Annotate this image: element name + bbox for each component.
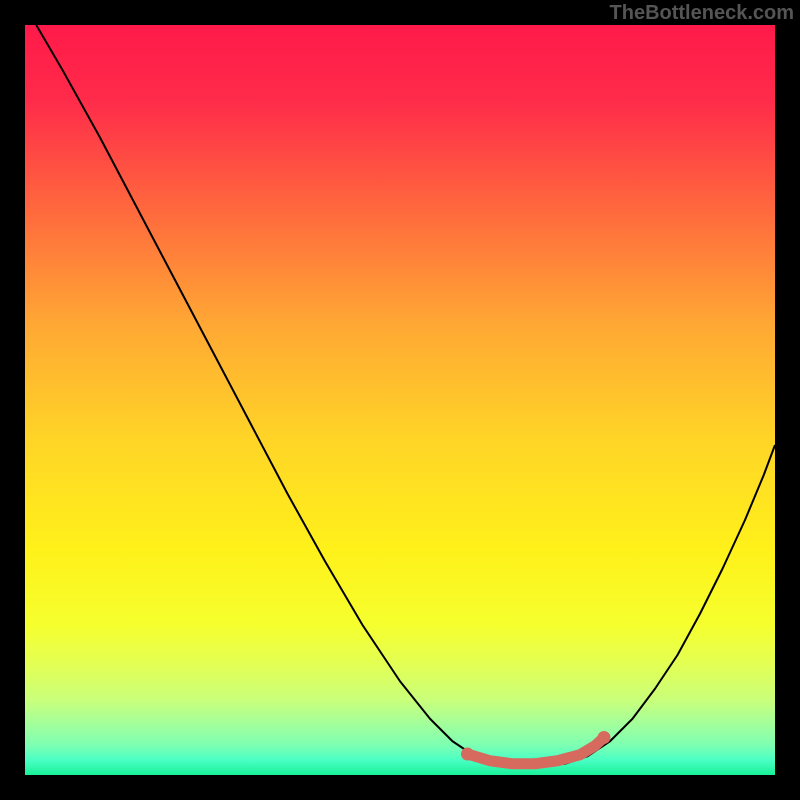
gradient-background — [25, 25, 775, 775]
chart-svg — [25, 25, 775, 775]
chart-container: TheBottleneck.com — [0, 0, 800, 800]
optimal-range-endpoint — [461, 748, 474, 761]
optimal-range-endpoint — [598, 731, 611, 744]
watermark-text: TheBottleneck.com — [610, 2, 794, 25]
plot-area — [25, 25, 775, 775]
